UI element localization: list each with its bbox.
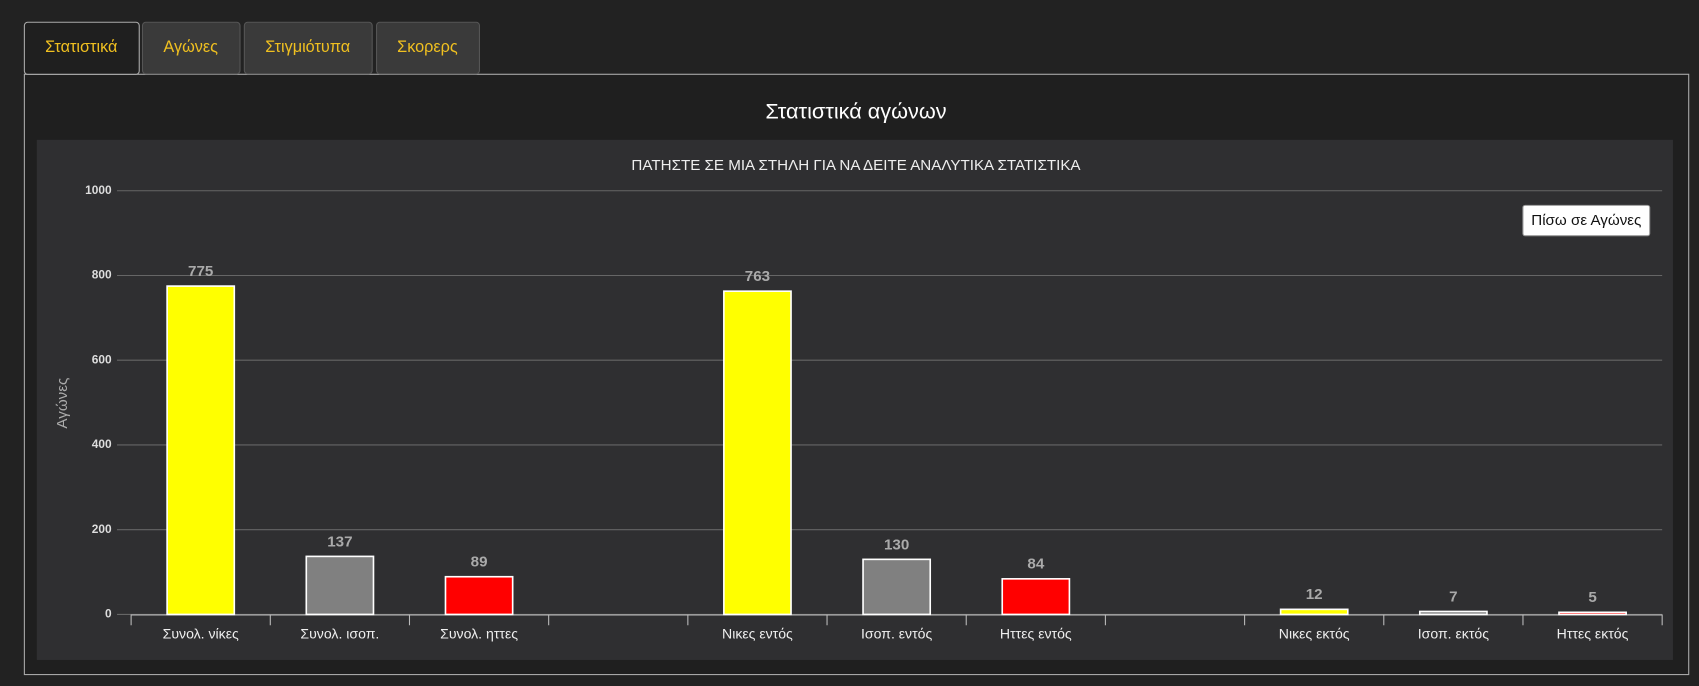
- bar[interactable]: [1418, 610, 1488, 616]
- value-label: 7: [1449, 588, 1457, 605]
- value-label: 12: [1306, 586, 1323, 603]
- tab-bar: Στατιστικά Αγώνες Στιγμιότυπα Σκορερς: [23, 21, 481, 75]
- y-tick-label: 800: [92, 268, 112, 282]
- value-label: 130: [884, 536, 909, 553]
- value-label: 775: [188, 263, 213, 280]
- tab-label[interactable]: Στιγμιότυπα: [265, 38, 350, 56]
- chart-title: ΠΑΤΗΣΤΕ ΣΕ ΜΙΑ ΣΤΗΛΗ ΓΙΑ ΝΑ ΔΕΙΤΕ ΑΝΑΛΥΤ…: [631, 157, 1081, 174]
- back-button[interactable]: [1522, 204, 1651, 237]
- bar[interactable]: [305, 555, 375, 616]
- x-tick-label: Ηττες εντός: [1000, 626, 1072, 642]
- bar[interactable]: [1001, 578, 1071, 616]
- y-tick-label: 400: [92, 437, 112, 451]
- tab-label[interactable]: Στατιστικά: [45, 38, 117, 56]
- x-tick-label: Συνολ. ισοπ.: [300, 626, 379, 642]
- back-button-label[interactable]: Πίσω σε Αγώνες: [1531, 212, 1641, 229]
- tab[interactable]: [23, 21, 140, 75]
- x-tick-label: Συνολ. νίκες: [163, 626, 239, 642]
- value-label: 84: [1027, 556, 1044, 573]
- x-tick-label: Νικες εντός: [722, 626, 793, 642]
- bar[interactable]: [444, 575, 514, 616]
- bar[interactable]: [723, 290, 792, 616]
- y-tick-label: 0: [105, 607, 112, 621]
- plot: 0 200 400 600 800 1000 Συνολ. νίκες 775 Συνολ. ι…: [85, 183, 1663, 642]
- tab[interactable]: [141, 21, 241, 75]
- x-tick-label: Συνολ. ηττες: [440, 626, 518, 642]
- tab-label[interactable]: Σκορερς: [397, 38, 458, 56]
- value-label: 5: [1588, 589, 1596, 606]
- bar[interactable]: [166, 285, 236, 616]
- y-tick-label: 1000: [85, 183, 112, 197]
- tab[interactable]: [243, 21, 373, 75]
- x-tick-label: Ισοπ. εκτός: [1418, 626, 1489, 642]
- x-tick-label: Νικες εκτός: [1279, 626, 1350, 642]
- bar[interactable]: [1279, 608, 1349, 616]
- bar[interactable]: [1558, 611, 1627, 616]
- value-label: 137: [327, 533, 352, 550]
- value-label: 763: [745, 268, 770, 285]
- tab[interactable]: [375, 21, 481, 75]
- bar[interactable]: [862, 558, 932, 616]
- value-label: 89: [471, 554, 488, 571]
- y-tick-label: 600: [92, 352, 112, 366]
- heading: Στατιστικά αγώνων: [765, 98, 946, 123]
- tab-label[interactable]: Αγώνες: [163, 38, 218, 56]
- y-axis-label: Αγώνες: [54, 378, 71, 429]
- chart-area: [36, 139, 1673, 660]
- x-tick-label: Ισοπ. εντός: [861, 626, 932, 642]
- y-tick-label: 200: [92, 522, 112, 536]
- x-tick-label: Ηττες εκτός: [1557, 626, 1629, 642]
